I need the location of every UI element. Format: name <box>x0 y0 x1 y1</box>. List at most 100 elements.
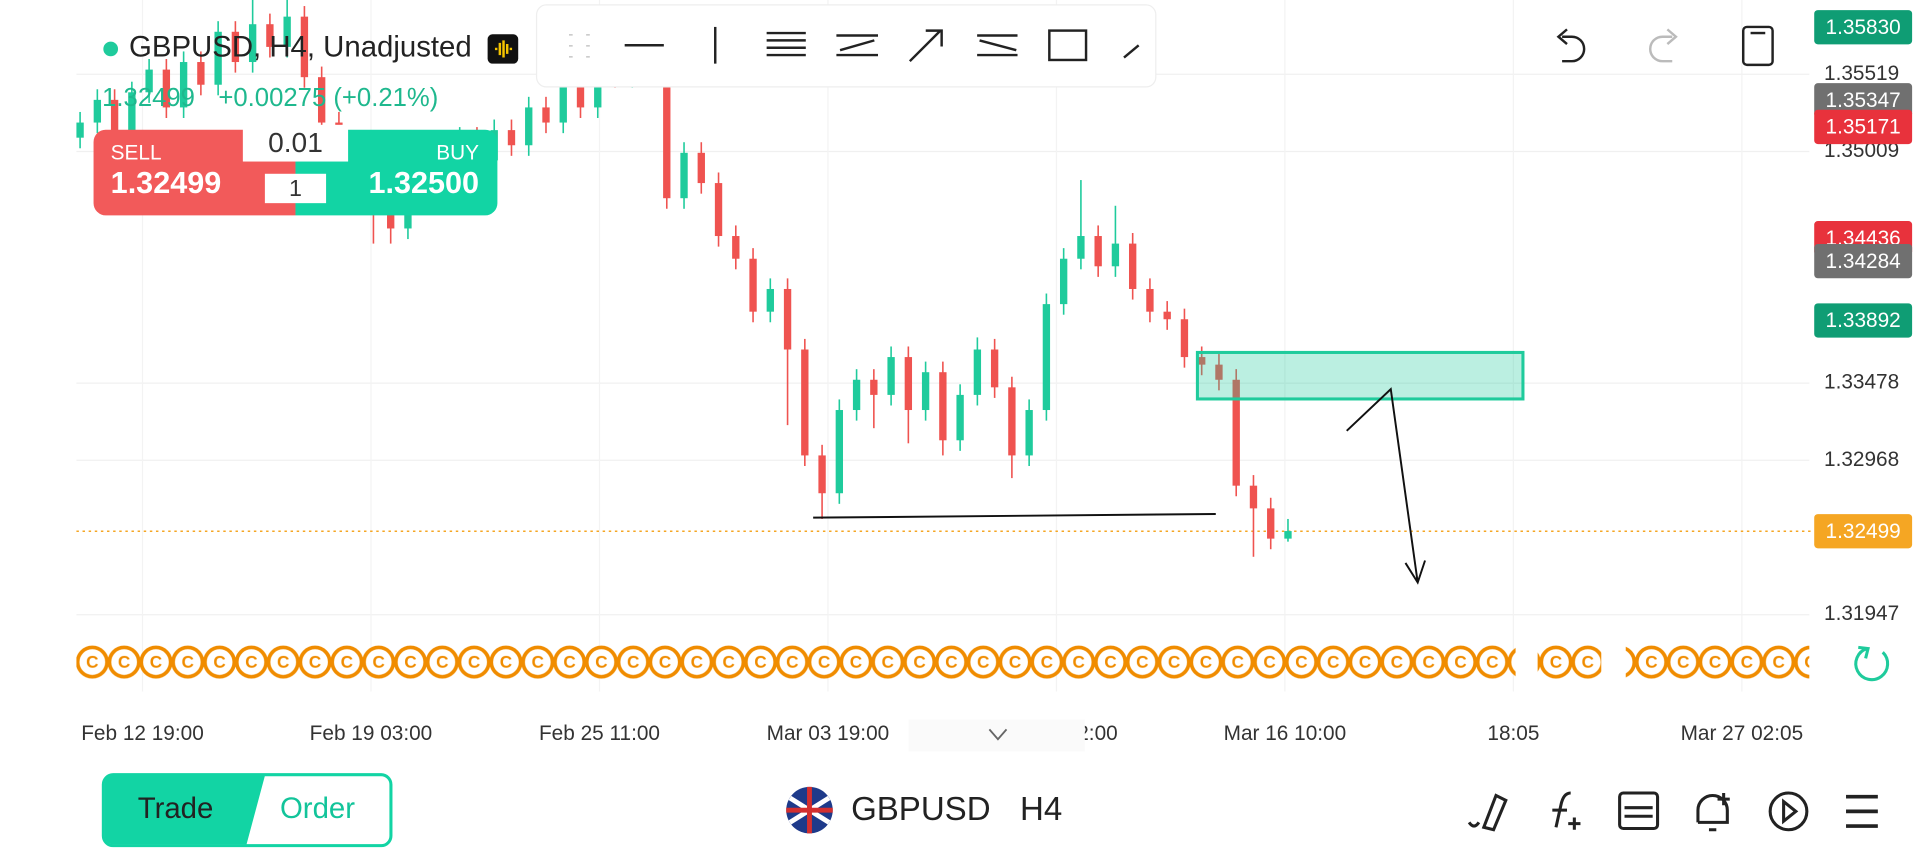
candle-body <box>904 357 913 411</box>
candle-body <box>317 77 326 123</box>
candle-body <box>197 62 205 85</box>
price-badge <box>1814 109 1913 145</box>
candle-body <box>1267 508 1275 539</box>
price-badge <box>1814 244 1913 279</box>
candle-body <box>801 349 809 456</box>
candle-body <box>594 69 602 108</box>
candle-body <box>766 288 774 312</box>
candle-body <box>283 16 291 47</box>
time-label: Feb 12 19:00 <box>81 722 204 745</box>
candle-body <box>852 379 861 411</box>
candle-body <box>300 16 309 78</box>
collapse-icon[interactable] <box>988 728 1008 741</box>
price-tick-label: 1.35009 <box>1824 139 1899 162</box>
candle-body <box>870 379 878 395</box>
candle-body <box>1042 304 1051 411</box>
candle-body <box>248 24 257 63</box>
candle-body <box>231 31 240 63</box>
lot-input[interactable] <box>242 124 349 162</box>
time-label: Feb 19 03:00 <box>310 722 433 745</box>
candle-body <box>110 99 119 138</box>
candle-body <box>680 152 688 199</box>
candle-body <box>1232 379 1240 486</box>
time-label: Feb 25 11:00 <box>539 722 660 745</box>
candle-body <box>214 31 222 85</box>
candle-body <box>1198 357 1206 365</box>
candle-body <box>1008 387 1016 456</box>
candle-body <box>835 410 844 494</box>
candle-body <box>939 372 947 441</box>
sell-label: SELL <box>111 142 162 165</box>
trade-tab-label[interactable]: Trade <box>138 792 214 825</box>
bottom-tools[interactable] <box>1467 791 1878 832</box>
price-change: +0.00275 (+0.21%) <box>218 84 438 112</box>
candle-body <box>990 349 999 388</box>
last-price: 1.32499 <box>102 84 195 112</box>
candle-body <box>1059 258 1068 305</box>
lot-size: 0.01 <box>268 127 323 158</box>
time-label: Mar 16 10:00 <box>1224 722 1347 745</box>
symbol-line: GBPUSD, H4, Unadjusted <box>129 31 472 64</box>
candle-body <box>507 130 516 146</box>
drawing-toolbar <box>535 4 1157 88</box>
candle-body <box>714 183 723 237</box>
candle-body <box>697 152 705 184</box>
buy-label: BUY <box>436 142 479 165</box>
candle-body <box>76 122 84 138</box>
candle-body <box>559 84 567 123</box>
candle-body <box>387 213 395 229</box>
quantity: 1 <box>289 175 302 201</box>
toolbar-icons[interactable] <box>568 26 1140 64</box>
candle-body <box>1215 364 1223 380</box>
top-actions[interactable] <box>1556 25 1774 67</box>
support-line[interactable] <box>813 513 1216 519</box>
candle-body <box>1146 288 1154 312</box>
supply-zone[interactable] <box>1195 350 1525 401</box>
candle-body <box>1077 236 1085 259</box>
order-tab-label[interactable]: Order <box>280 792 355 825</box>
candle-body <box>93 99 102 123</box>
candle-body <box>162 69 171 108</box>
event-markers[interactable] <box>1537 642 1602 682</box>
candle-body <box>1163 311 1171 320</box>
candle-body <box>887 357 895 395</box>
candle-body <box>783 288 792 350</box>
price-badge-label: 1.35347 <box>1826 89 1901 112</box>
candle-body <box>732 236 740 259</box>
projection-arrow[interactable] <box>1346 387 1426 585</box>
candle-body <box>749 258 757 312</box>
grid <box>76 0 1812 692</box>
candle-body <box>128 92 136 138</box>
price-badge-label: 1.32499 <box>1826 520 1901 543</box>
reset-icon[interactable] <box>1854 645 1890 682</box>
time-scroll-handle[interactable] <box>908 719 1085 752</box>
candle-body <box>818 455 826 494</box>
candle-body <box>921 372 930 411</box>
price-tick-label: 1.33478 <box>1824 371 1899 394</box>
candle-body <box>956 394 964 441</box>
price-axis: 1.35519 1.35009 1.33478 1.32968 1.31947 1.358… <box>1814 10 1913 625</box>
candle-body <box>973 349 982 395</box>
candle-body <box>1284 531 1292 539</box>
trade-tab[interactable] <box>104 775 265 845</box>
candle-body <box>1111 243 1120 267</box>
time-label: Mar 27 02:05 <box>1681 722 1804 745</box>
event-markers[interactable] <box>1625 642 1810 682</box>
price-badge-label: 1.35830 <box>1826 16 1901 39</box>
candle-body <box>145 69 153 93</box>
price-badge <box>1814 303 1913 338</box>
quantity-input[interactable] <box>264 173 327 204</box>
candle-body <box>1025 410 1033 456</box>
candle-body <box>663 62 671 199</box>
candle-body <box>1249 485 1258 509</box>
price-badge-label: 1.34284 <box>1826 250 1901 273</box>
bottom-symbol[interactable]: GBPUSD <box>851 791 991 828</box>
price-badge <box>1814 83 1913 118</box>
bottom-timeframe[interactable]: H4 <box>1020 791 1062 828</box>
audio-bars <box>494 40 513 58</box>
candle-body <box>266 24 274 47</box>
event-markers[interactable] <box>76 642 1516 682</box>
status-dot <box>103 41 119 57</box>
time-axis: Feb 12 19:00 Feb 19 03:00 Feb 25 11:00 Mar … <box>81 722 1803 745</box>
